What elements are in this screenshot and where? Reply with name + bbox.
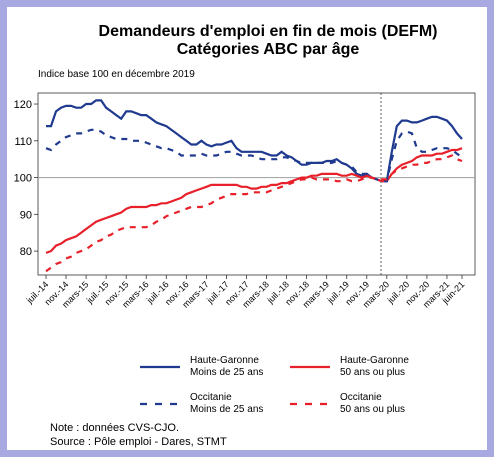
y-tick-label: 110 <box>14 136 32 148</box>
chart-title: Demandeurs d'emploi en fin de mois (DEFM… <box>99 23 438 40</box>
series-line <box>45 154 463 273</box>
y-tick-label: 90 <box>20 209 32 221</box>
y-tick-label: 100 <box>14 173 32 185</box>
series-line <box>45 147 463 254</box>
legend-label: Occitanie Moins de 25 ans <box>190 392 264 415</box>
source: Source : Pôle emploi - Dares, STMT <box>50 436 227 448</box>
plot-frame <box>37 92 476 276</box>
series-line <box>45 128 463 183</box>
axis-note: Indice base 100 en décembre 2019 <box>38 69 195 80</box>
note: Note : données CVS-CJO. <box>50 422 180 434</box>
y-tick-label: 80 <box>20 246 32 258</box>
legend-label: Haute-Garonne Moins de 25 ans <box>190 355 264 378</box>
series-line <box>46 99 463 183</box>
legend-label: Haute-Garonne 50 ans ou plus <box>340 355 409 378</box>
legend-label: Occitanie 50 ans ou plus <box>340 392 406 415</box>
chart-subtitle: Catégories ABC par âge <box>177 41 360 58</box>
y-tick-label: 120 <box>14 99 32 111</box>
